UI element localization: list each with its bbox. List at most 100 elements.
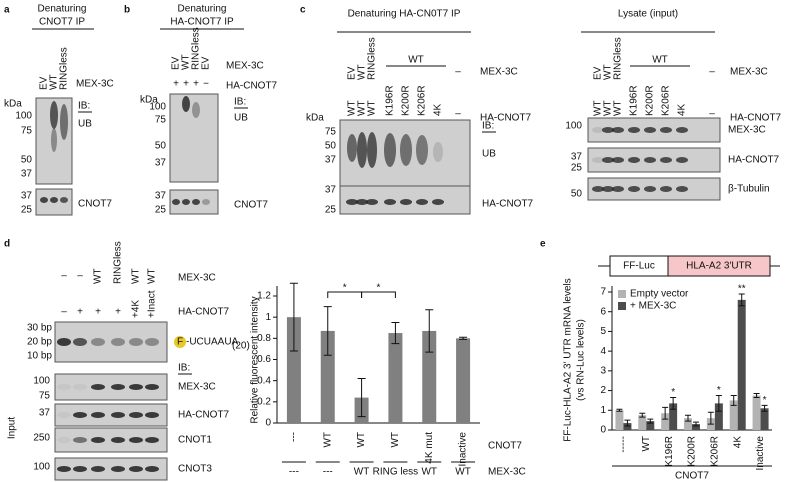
band [73, 437, 87, 443]
label: IB: [482, 121, 494, 132]
band [357, 132, 367, 168]
label: IB: [234, 97, 246, 108]
band [416, 135, 428, 165]
band [384, 133, 396, 167]
label: – [709, 109, 715, 120]
label: (20) [232, 341, 250, 352]
legend-label: Empty vector [630, 289, 689, 300]
bar [714, 403, 723, 430]
band [592, 157, 604, 163]
band [400, 134, 412, 166]
label: 100 [565, 121, 582, 132]
label: 4K [677, 103, 688, 116]
label: RINGless [191, 27, 202, 70]
band [51, 128, 57, 152]
label: c [300, 5, 306, 16]
y-tick-label: 0 [600, 425, 606, 436]
error-bar [693, 421, 699, 427]
band [57, 384, 71, 390]
label: HLA-A2 3′UTR [686, 261, 752, 272]
significance-bracket [361, 291, 396, 298]
band [628, 157, 640, 163]
label: CNOT7 [488, 441, 522, 452]
bar [760, 408, 769, 430]
band [676, 127, 688, 133]
error-bar [707, 411, 714, 425]
label: 37 [39, 408, 51, 419]
error-bar [685, 414, 691, 422]
band [91, 466, 105, 472]
label: + [77, 307, 83, 318]
bar [661, 413, 670, 430]
y-tick-label: 7 [600, 287, 606, 298]
error-bar [730, 395, 737, 406]
band [73, 338, 87, 346]
label: CNOT3 [178, 464, 212, 475]
label: WT [49, 74, 60, 90]
legend-swatch [618, 302, 626, 310]
band [73, 412, 87, 418]
band [676, 157, 688, 163]
y-tick-label: 0.2 [257, 396, 271, 407]
y-tick-label: 1 [265, 312, 271, 323]
label: HA-CNOT7 [728, 155, 780, 166]
label: K196R [385, 85, 396, 116]
bar [286, 317, 301, 423]
label: F [177, 337, 183, 348]
category-label: --- [323, 467, 333, 478]
label: WT [93, 268, 104, 284]
label: 37 [325, 155, 337, 166]
error-bar [425, 309, 434, 353]
label: CNOT7 [234, 200, 268, 211]
x-axis-title: CNOT7 [675, 471, 709, 482]
label: 25 [325, 205, 337, 216]
label: 50 [21, 155, 33, 166]
label: Denaturing HA-CN0T7 IP [348, 9, 461, 20]
fluor-icon [174, 336, 186, 348]
legend-swatch [618, 290, 626, 298]
label: 75 [21, 126, 33, 137]
error-bar [715, 395, 722, 412]
label: 20 bp [27, 337, 52, 348]
band [347, 134, 357, 162]
error-bar [289, 282, 298, 352]
band [602, 157, 614, 163]
error-bar [323, 306, 332, 356]
category-label: Inactive [755, 436, 766, 471]
label: +Inact [147, 290, 158, 318]
bar [729, 400, 738, 430]
band [145, 384, 159, 390]
error-bar [647, 418, 654, 424]
label: + [95, 307, 101, 318]
band [660, 127, 672, 133]
category-label: 4K [732, 436, 743, 449]
band [433, 142, 443, 162]
band [73, 466, 87, 472]
label: K206R [417, 85, 428, 116]
band [111, 412, 125, 418]
category-label: --- [289, 467, 299, 478]
category-label: WT [322, 432, 333, 448]
y-tick-label: 4 [600, 346, 606, 357]
band [91, 384, 105, 390]
category-label: WT [390, 432, 401, 448]
band [192, 199, 200, 205]
bar [638, 415, 647, 430]
blot [169, 93, 219, 183]
band [172, 199, 180, 205]
label: kDa [306, 113, 324, 124]
label: WT [357, 64, 368, 80]
legend-label: + MEX-3C [630, 301, 676, 312]
label: WT [367, 100, 378, 116]
band [60, 104, 68, 140]
label: MEX-3C [728, 125, 766, 136]
label: – [61, 307, 67, 318]
bar [388, 333, 403, 423]
label: – [77, 271, 83, 282]
category-label: K206R [709, 436, 720, 467]
error-bar [357, 378, 366, 418]
label: Denaturing [178, 4, 227, 15]
band [366, 199, 378, 205]
label: 100 [149, 102, 166, 113]
